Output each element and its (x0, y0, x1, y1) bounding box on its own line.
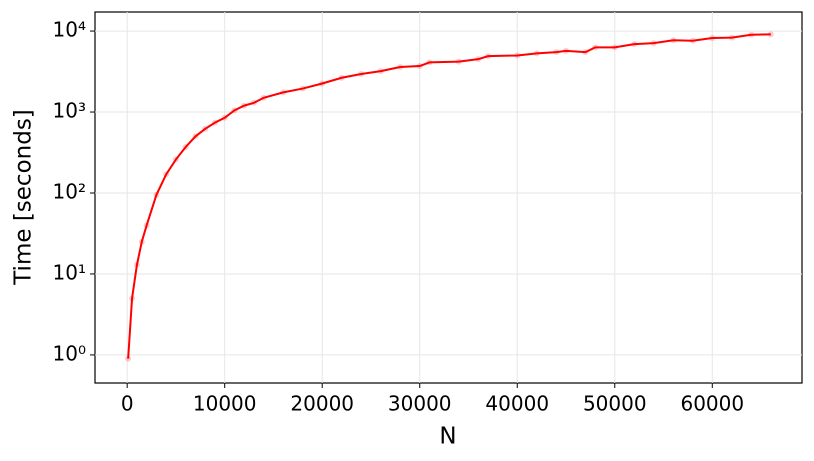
line (127, 33, 771, 359)
x-tick-label: 0 (121, 392, 134, 416)
x-tick-label: 10000 (193, 392, 257, 416)
x-tick-label: 20000 (290, 392, 354, 416)
y-tick-label: 10¹ (53, 260, 86, 284)
x-tick-label: 30000 (388, 392, 452, 416)
y-tick-label: 10⁰ (53, 341, 86, 365)
x-tick-label: 50000 (583, 392, 647, 416)
x-axis-label: N (439, 424, 456, 450)
y-tick-label: 10⁴ (53, 18, 86, 42)
y-tick-label: 10² (53, 179, 86, 203)
y-tick-label: 10³ (53, 99, 86, 123)
x-tick-label: 40000 (485, 392, 549, 416)
y-axis-label: Time [seconds] (11, 109, 37, 286)
x-tick-label: 60000 (680, 392, 744, 416)
plot-frame (94, 11, 803, 384)
